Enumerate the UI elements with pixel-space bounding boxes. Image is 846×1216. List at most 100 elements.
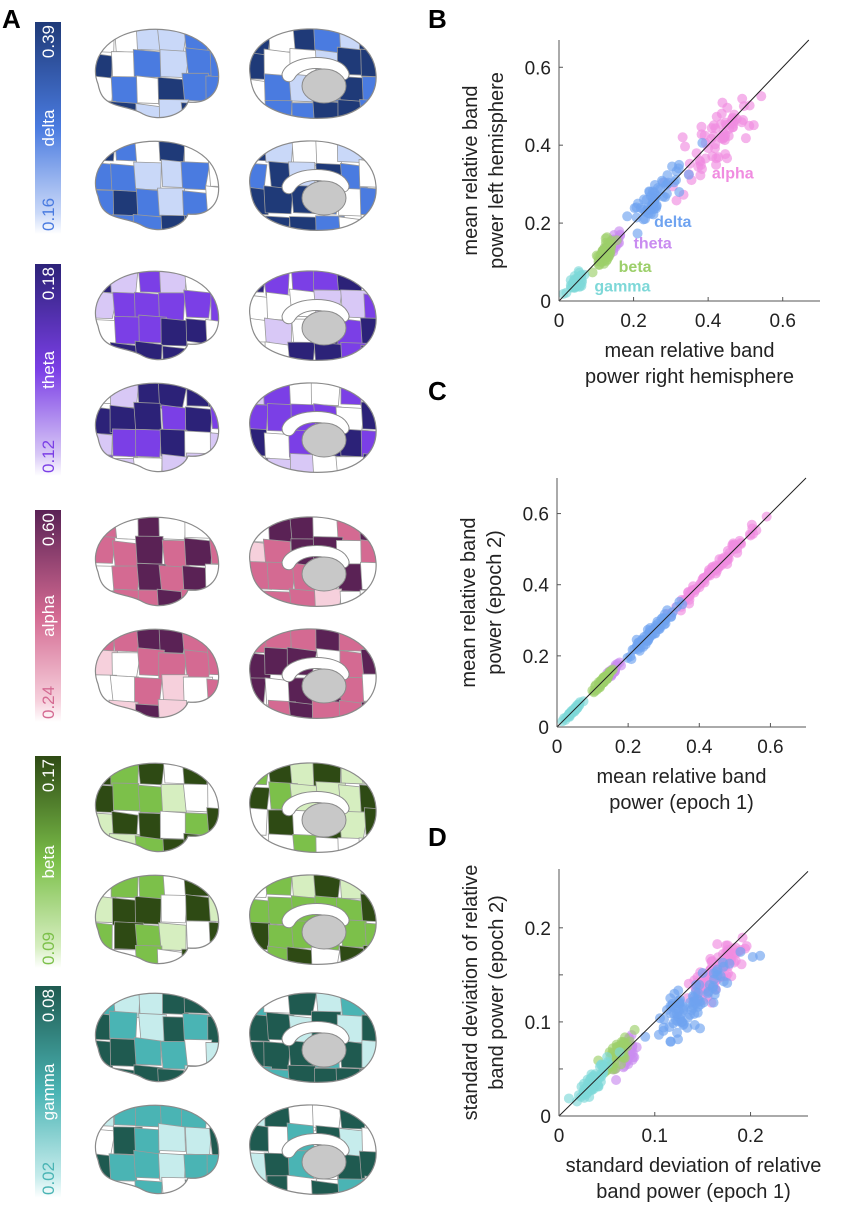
data-point <box>711 159 722 170</box>
data-point <box>645 208 656 219</box>
x-tick-label: 0 <box>554 311 565 332</box>
x-tick-label: 0.2 <box>620 311 646 332</box>
y-axis-label: power (epoch 2) <box>484 530 506 675</box>
brain-region <box>133 457 163 472</box>
brain-outline <box>249 762 377 853</box>
brain-right-medial-gamma <box>249 1104 377 1195</box>
midbrain-mask <box>301 310 347 346</box>
midbrain-mask <box>301 180 347 216</box>
data-point <box>622 211 633 222</box>
x-axis-label: mean relative band <box>596 766 766 788</box>
data-point <box>690 987 701 998</box>
data-point <box>722 978 733 989</box>
data-point <box>607 664 618 675</box>
data-point <box>665 1008 676 1019</box>
brain-left-lateral-gamma <box>94 992 220 1083</box>
data-point <box>683 169 694 180</box>
x-tick-label: 0 <box>554 1126 565 1147</box>
data-point <box>692 1007 703 1018</box>
data-point <box>745 530 756 541</box>
data-point <box>718 132 729 143</box>
x-tick-label: 0.2 <box>615 737 641 758</box>
y-tick-label: 0.1 <box>525 1013 551 1034</box>
brain-region <box>95 534 116 564</box>
band-block-gamma: 0.02 gamma 0.08 <box>0 984 440 1212</box>
brain-right-medial-delta <box>249 140 377 231</box>
band-block-delta: 0.16 delta 0.39 <box>0 20 440 248</box>
x-axis-label: power right hemisphere <box>585 366 794 388</box>
brain-region <box>112 428 143 458</box>
data-point <box>710 139 721 150</box>
brain-region <box>158 1123 186 1152</box>
data-point <box>707 982 718 993</box>
midbrain-mask <box>301 68 347 104</box>
data-point <box>573 1090 584 1101</box>
x-axis-label: power (epoch 1) <box>609 792 754 814</box>
data-point <box>566 706 577 717</box>
data-point <box>697 968 708 979</box>
brain-region <box>288 588 320 607</box>
panel-letter-d: D <box>428 822 447 852</box>
brain-left-lateral-alpha <box>94 516 220 607</box>
data-point <box>720 149 731 160</box>
data-point <box>598 250 609 261</box>
brain-region <box>183 289 212 319</box>
brain-left-medial-delta <box>249 28 377 119</box>
brain-region <box>160 783 192 813</box>
scatter-plot-d: 0 0.1 0.2 0 0.1 0.2 standard deviation of rela… <box>460 865 821 1203</box>
band-annotation-beta: beta <box>619 259 652 276</box>
colorbar-theta <box>35 264 61 476</box>
data-point <box>586 1084 597 1095</box>
data-point <box>738 115 749 126</box>
data-point <box>737 932 748 943</box>
data-point <box>697 137 708 148</box>
brain-region <box>133 1036 162 1066</box>
brain-region <box>133 1149 164 1179</box>
data-point <box>674 187 685 198</box>
y-tick-label: 0.2 <box>525 919 551 940</box>
data-point <box>673 163 684 174</box>
data-point <box>662 170 673 181</box>
data-point <box>747 951 758 962</box>
identity-line <box>556 477 807 728</box>
data-point <box>626 654 637 665</box>
x-tick-label: 0.6 <box>757 737 783 758</box>
data-point <box>671 195 682 206</box>
y-tick-label: 0 <box>540 1107 551 1128</box>
data-point <box>736 959 747 970</box>
data-point <box>563 1093 574 1104</box>
brain-region <box>249 1012 271 1042</box>
brain-region <box>160 894 188 924</box>
x-tick-label: 0.4 <box>695 311 722 332</box>
brain-region <box>157 1068 185 1082</box>
brain-left-lateral-beta <box>94 762 220 853</box>
band-annotation-alpha: alpha <box>712 165 754 182</box>
data-point <box>695 1023 706 1034</box>
data-point <box>602 1058 613 1069</box>
midbrain-mask <box>301 556 347 592</box>
series-gamma <box>558 266 590 299</box>
brain-right-lateral-alpha <box>94 628 220 719</box>
brain-outline <box>94 140 220 231</box>
midbrain-mask <box>301 1144 347 1180</box>
band-block-beta: 0.09 beta 0.17 <box>0 754 440 982</box>
brain-left-medial-alpha <box>249 516 377 607</box>
brain-left-medial-beta <box>249 762 377 853</box>
y-axis-label: mean relative band <box>460 85 482 255</box>
brain-region <box>363 293 377 323</box>
data-point <box>587 267 598 278</box>
brain-region <box>95 290 119 320</box>
brain-region <box>291 102 321 119</box>
data-point <box>602 232 613 243</box>
data-point <box>696 163 707 174</box>
brain-outline <box>249 874 377 965</box>
midbrain-mask <box>301 914 347 950</box>
data-point <box>744 100 755 111</box>
data-point <box>677 1016 688 1027</box>
brain-region <box>286 946 315 965</box>
brain-outline <box>249 270 377 361</box>
data-point <box>610 1063 621 1074</box>
